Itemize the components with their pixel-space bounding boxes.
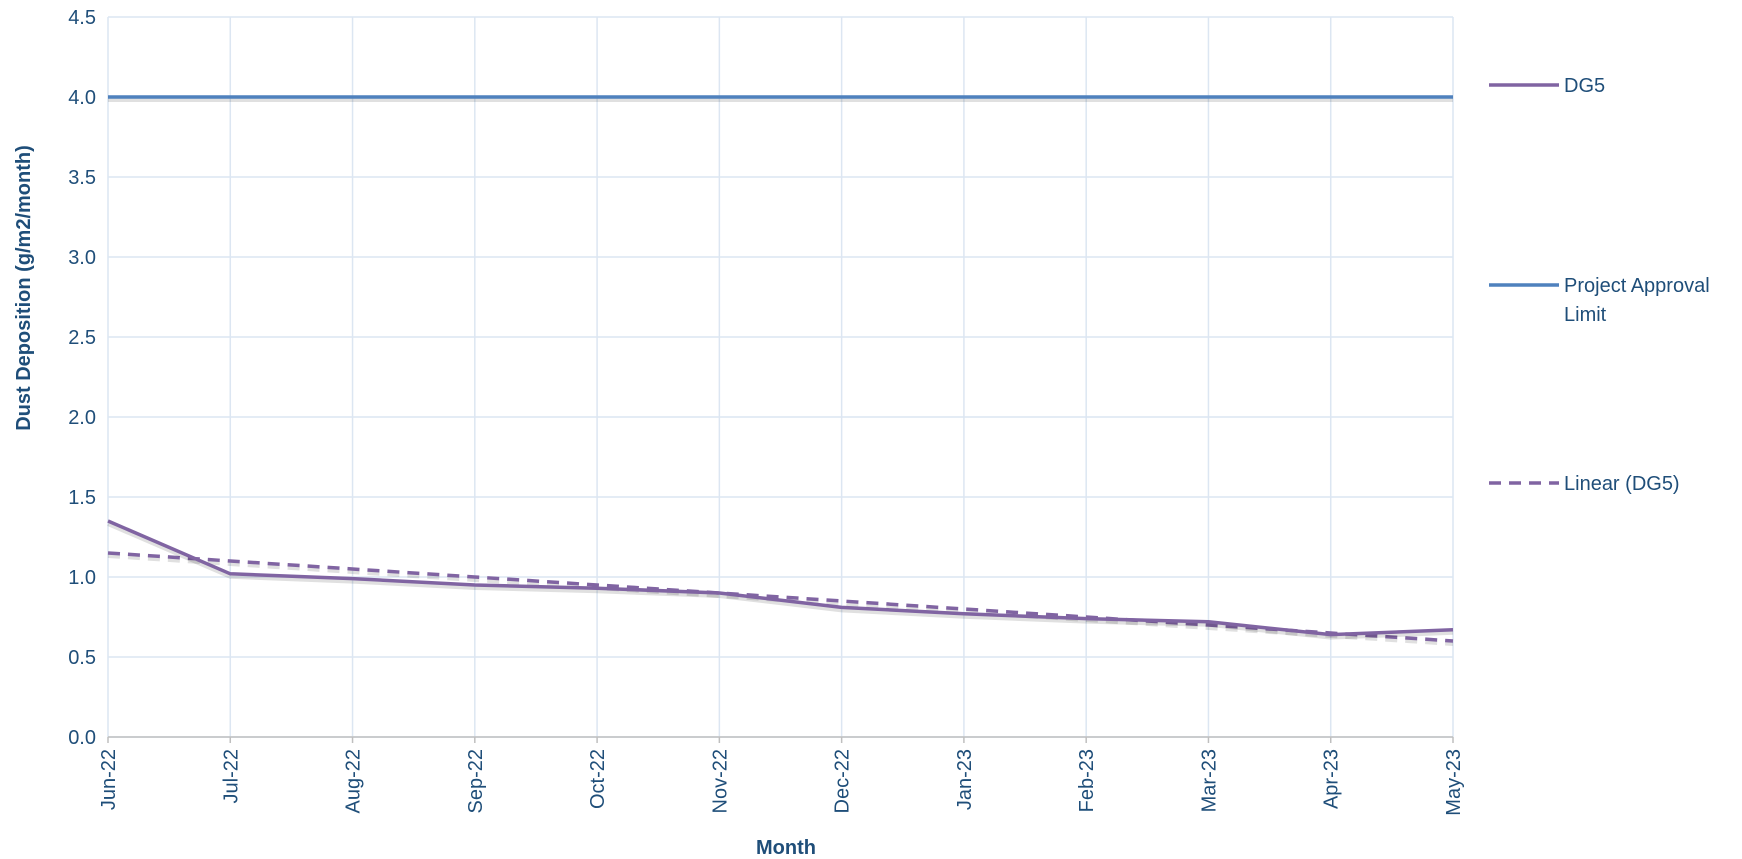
data-point [473, 575, 477, 579]
data-point [717, 591, 721, 595]
data-point [351, 567, 355, 571]
data-point [106, 519, 110, 523]
x-tick-label: Sep-22 [465, 749, 487, 814]
y-tick-label: 0.5 [68, 647, 96, 669]
axes: 0.0 0.5 1.0 1.5 2.0 2.5 3.0 3.5 4.0 4.5 Jun-22 Jul-… [68, 7, 1465, 816]
legend-label: Project Approval [1564, 275, 1710, 297]
data-point [717, 95, 721, 99]
data-point [1451, 95, 1455, 99]
x-tick-label: Aug-22 [343, 749, 365, 814]
data-point [351, 577, 355, 581]
data-point [228, 559, 232, 563]
x-tick-label: Jun-22 [98, 749, 120, 810]
x-tick-label: Nov-22 [709, 749, 731, 813]
y-tick-label: 2.0 [68, 407, 96, 429]
series-line-shadow [107, 554, 1454, 646]
data-point [106, 551, 110, 555]
data-point [595, 95, 599, 99]
data-point [840, 599, 844, 603]
data-point [1329, 633, 1333, 637]
series-line-dg5 [107, 519, 1454, 637]
x-tick-label: Jan-23 [954, 749, 976, 810]
y-tick-label: 3.5 [68, 167, 96, 189]
legend-label: DG5 [1564, 75, 1605, 97]
data-point [1451, 639, 1455, 643]
data-point [1329, 95, 1333, 99]
y-tick-label: 1.0 [68, 567, 96, 589]
data-point [962, 607, 966, 611]
y-tick-label: 4.0 [68, 87, 96, 109]
data-point [228, 572, 232, 576]
y-tick-label: 0.0 [68, 727, 96, 749]
data-point [962, 612, 966, 616]
x-tick-label: Apr-23 [1321, 749, 1343, 809]
x-tick-label: Jul-22 [220, 749, 242, 803]
y-tick-label: 4.5 [68, 7, 96, 29]
data-point [1084, 617, 1088, 621]
data-point [840, 605, 844, 609]
y-tick-label: 2.5 [68, 327, 96, 349]
gridlines [107, 16, 1454, 738]
legend-label: Linear (DG5) [1564, 473, 1680, 495]
legend: DG5 Project Approval Limit Linear (DG5) [1489, 75, 1710, 495]
y-axis-title: Dust Deposition (g/m2/month) [13, 145, 35, 431]
legend-label: Limit [1564, 304, 1607, 326]
data-point [473, 95, 477, 99]
data-point [1451, 628, 1455, 632]
data-point [1206, 620, 1210, 624]
x-tick-label: Feb-23 [1076, 749, 1098, 812]
data-point [106, 95, 110, 99]
series-lines [106, 95, 1455, 646]
data-point [351, 95, 355, 99]
x-tick-label: Oct-22 [587, 749, 609, 809]
y-tick-label: 1.5 [68, 487, 96, 509]
series-line-shadow [107, 522, 1454, 640]
data-point [1206, 95, 1210, 99]
data-point [962, 95, 966, 99]
x-tick-label: Mar-23 [1198, 749, 1220, 812]
x-tick-label: May-23 [1443, 749, 1465, 816]
data-point [840, 95, 844, 99]
data-point [473, 583, 477, 587]
x-axis-title: Month [756, 837, 816, 859]
data-point [1084, 95, 1088, 99]
x-tick-label: Dec-22 [832, 749, 854, 813]
data-point [595, 586, 599, 590]
data-point [228, 95, 232, 99]
series-line-linear-dg5 [107, 551, 1454, 643]
y-tick-label: 3.0 [68, 247, 96, 269]
